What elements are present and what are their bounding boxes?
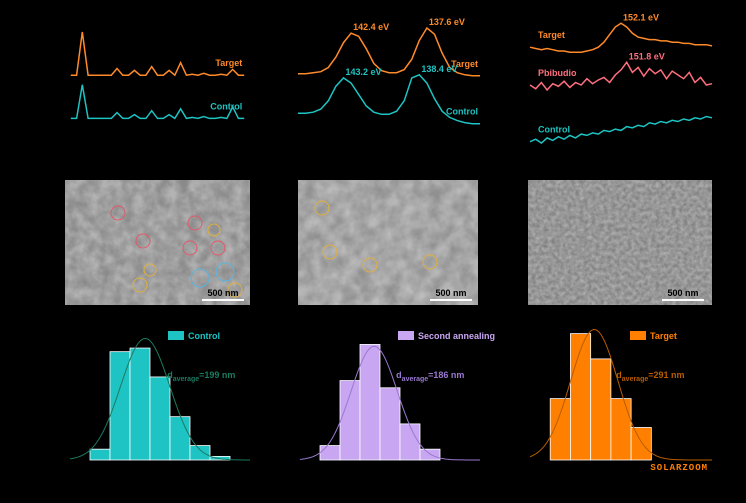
average-symbol: d <box>167 370 173 380</box>
histogram-bar <box>169 416 191 461</box>
series-label: Control <box>210 101 242 111</box>
average-subscript: average <box>622 376 649 383</box>
legend-label: Control <box>188 331 220 341</box>
average-subscript: average <box>173 376 200 383</box>
scale-bar-label: 500 nm <box>207 288 238 298</box>
histogram-bar <box>590 358 612 461</box>
average-size: daverage=199 nm <box>167 370 235 383</box>
legend-swatch <box>168 331 184 340</box>
average-symbol: d <box>616 370 622 380</box>
fit-curve <box>299 345 480 461</box>
histogram-bar <box>129 347 151 461</box>
histogram-bar <box>339 380 361 461</box>
histogram-bar <box>379 387 401 461</box>
average-subscript: average <box>402 376 429 383</box>
scale-bar-label: 500 nm <box>435 288 466 298</box>
histogram-bar <box>89 448 111 461</box>
series-label: Target <box>215 58 242 68</box>
average-text: =291 nm <box>648 370 684 380</box>
histogram-bar <box>359 344 381 461</box>
spectrum-line <box>529 60 713 92</box>
sem-image: 500 nm <box>528 180 712 305</box>
sem-image: 500 nm <box>65 180 250 305</box>
peak-label: 137.6 eV <box>429 17 465 27</box>
average-text: =199 nm <box>199 370 235 380</box>
histogram-bar <box>399 423 421 461</box>
spectrum-line <box>298 26 480 77</box>
peak-label: 151.8 eV <box>629 51 665 61</box>
watermark: SOLARZOOM <box>650 463 708 473</box>
histogram-bar <box>189 445 211 461</box>
spectrum-line <box>70 84 245 120</box>
histogram-bar <box>570 333 592 461</box>
histogram-bar <box>630 427 652 461</box>
sem-image: 500 nm <box>298 180 478 305</box>
spectrum-line <box>70 31 245 77</box>
peak-label: 143.2 eV <box>346 67 382 77</box>
histogram-bar <box>149 376 171 461</box>
spectrum-line <box>529 22 713 53</box>
series-label: Target <box>538 30 565 40</box>
average-size: daverage=186 nm <box>396 370 464 383</box>
histogram-bar <box>209 455 231 461</box>
peak-label: 142.4 eV <box>353 22 389 32</box>
series-label: Control <box>538 125 570 135</box>
average-size: daverage=291 nm <box>616 370 684 383</box>
histogram-bar <box>610 398 632 461</box>
series-label: Control <box>446 107 478 117</box>
histogram-bar <box>419 448 441 461</box>
series-label: Pbibudio <box>538 68 577 78</box>
average-symbol: d <box>396 370 402 380</box>
peak-label: 138.4 eV <box>421 64 457 74</box>
spectrum-line <box>298 73 480 125</box>
legend-label: Target <box>650 331 677 341</box>
spectrum-line <box>529 115 713 144</box>
fit-curve <box>69 337 250 461</box>
histogram-bar <box>549 398 571 461</box>
histogram-bar <box>319 445 341 461</box>
average-text: =186 nm <box>428 370 464 380</box>
legend-swatch <box>630 331 646 340</box>
peak-label: 152.1 eV <box>623 12 659 22</box>
scale-bar-label: 500 nm <box>667 288 698 298</box>
series-label: Target <box>451 59 478 69</box>
legend-label: Second annealing <box>418 331 495 341</box>
legend-swatch <box>398 331 414 340</box>
fit-curve <box>529 328 712 461</box>
